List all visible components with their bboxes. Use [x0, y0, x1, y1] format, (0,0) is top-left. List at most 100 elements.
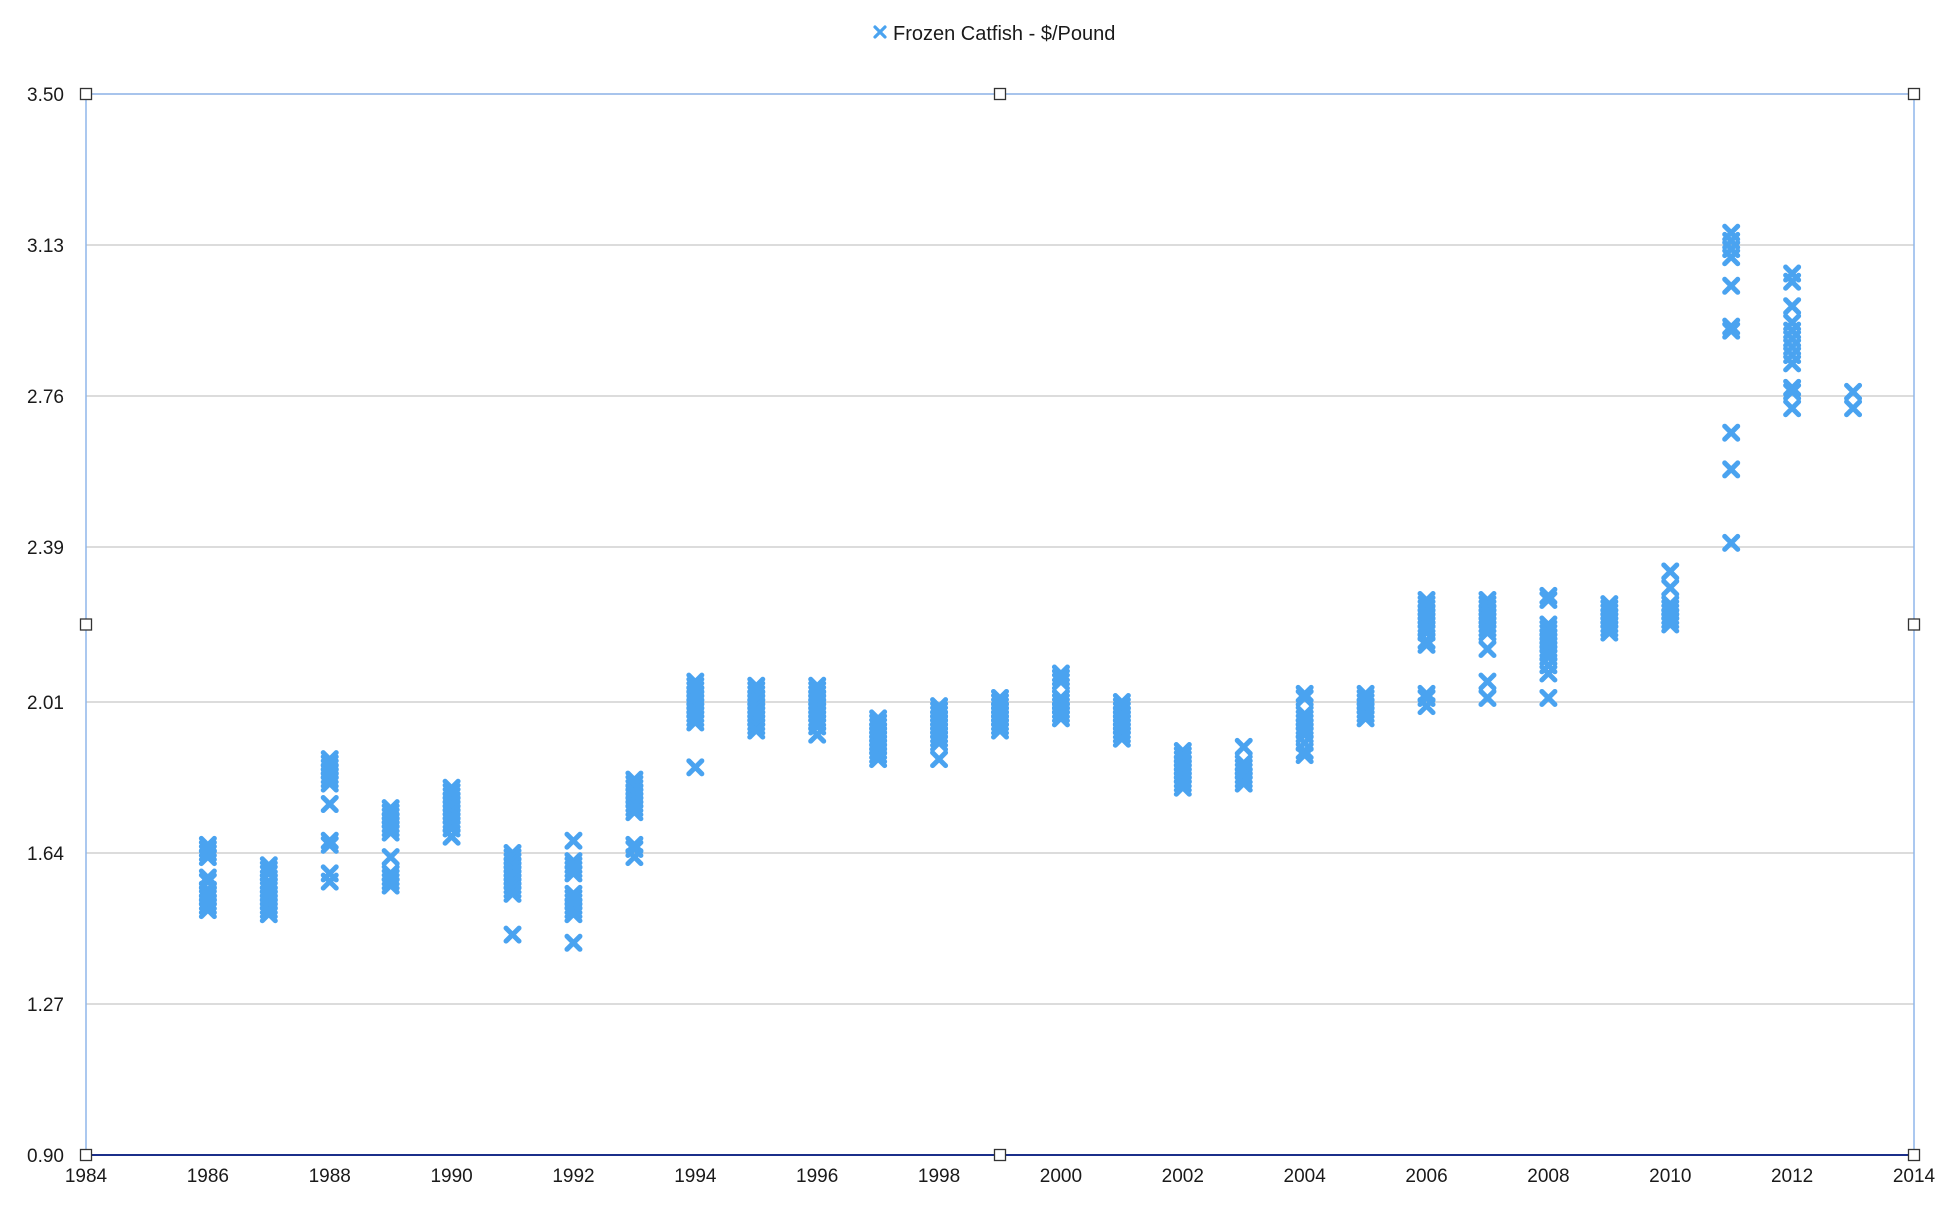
data-point: [1051, 705, 1070, 724]
data-point: [198, 844, 217, 863]
data-point: [686, 758, 705, 777]
data-point: [625, 803, 644, 822]
data-point: [1478, 672, 1497, 691]
x-tick-label: 2014: [1893, 1166, 1936, 1187]
data-point: [381, 819, 400, 838]
data-point: [1295, 684, 1314, 703]
data-point: [320, 831, 339, 850]
x-tick-label: 1996: [796, 1166, 838, 1187]
data-point: [1722, 321, 1741, 340]
resize-handle[interactable]: [79, 1148, 93, 1162]
data-point: [869, 750, 888, 769]
data-point: [1295, 742, 1314, 761]
data-point: [198, 897, 217, 916]
data-point: [564, 905, 583, 924]
data-point: [1417, 619, 1436, 638]
data-point: [1356, 705, 1375, 724]
data-point: [747, 717, 766, 736]
data-point: [1234, 737, 1253, 756]
x-tick-label: 1992: [552, 1166, 594, 1187]
data-point: [320, 835, 339, 854]
resize-handle[interactable]: [1907, 1148, 1921, 1162]
data-point: [1478, 688, 1497, 707]
data-point: [747, 721, 766, 740]
data-point: [808, 725, 827, 744]
resize-handle[interactable]: [1907, 618, 1921, 631]
data-point: [1722, 423, 1741, 442]
data-point: [1112, 725, 1131, 744]
resize-handle[interactable]: [79, 87, 93, 101]
legend-marker-icon: [873, 25, 887, 39]
data-point: [198, 848, 217, 867]
data-point: [564, 831, 583, 850]
data-point: [1417, 635, 1436, 654]
data-point: [808, 713, 827, 732]
data-point: [381, 872, 400, 891]
y-tick-label: 3.13: [27, 236, 64, 257]
data-point: [259, 901, 278, 920]
data-point: [1661, 615, 1680, 634]
data-point: [320, 872, 339, 891]
legend-x-marker: [873, 25, 887, 39]
y-tick-label: 3.50: [27, 85, 64, 106]
data-point: [1051, 668, 1070, 687]
data-point: [991, 717, 1009, 736]
data-point: [1417, 697, 1436, 716]
chart-selection-frame[interactable]: [85, 93, 1915, 1156]
data-point: [1783, 378, 1802, 397]
data-point: [1539, 586, 1558, 605]
data-point: [1783, 297, 1802, 316]
resize-handle[interactable]: [993, 1148, 1007, 1162]
data-point: [1539, 591, 1558, 610]
data-point: [381, 876, 400, 895]
data-point: [1783, 382, 1802, 401]
x-tick-label: 2000: [1040, 1166, 1082, 1187]
data-point: [1356, 709, 1375, 728]
data-point: [564, 901, 583, 920]
data-point: [1478, 619, 1497, 638]
data-point: [1295, 688, 1314, 707]
x-tick-label: 2002: [1162, 1166, 1204, 1187]
x-tick-label: 1990: [430, 1166, 472, 1187]
data-point: [564, 860, 583, 879]
y-axis-ticks: 3.50 3.13 2.76 2.39 2.01 1.64 1.27 0.90: [27, 85, 64, 1167]
data-point: [1783, 354, 1802, 373]
data-point: [564, 864, 583, 883]
data-point: [1844, 382, 1863, 401]
y-tick-label: 2.76: [27, 387, 64, 408]
resize-handle[interactable]: [993, 87, 1007, 101]
data-point: [564, 933, 583, 952]
data-points: [198, 223, 1863, 952]
data-point: [1173, 774, 1192, 793]
data-point: [1295, 746, 1314, 765]
data-point: [503, 925, 522, 944]
x-tick-label: 1994: [674, 1166, 717, 1187]
selection-handles[interactable]: [79, 87, 1921, 1162]
y-tick-label: 2.39: [27, 538, 64, 559]
legend-label: Frozen Catfish - $/Pound: [893, 23, 1115, 45]
data-point: [259, 860, 278, 879]
data-point: [1478, 623, 1497, 642]
data-point: [1417, 631, 1436, 650]
data-point: [686, 713, 705, 732]
data-point: [1661, 578, 1680, 597]
data-point: [381, 848, 400, 867]
data-point: [1783, 399, 1802, 418]
data-point: [1722, 460, 1741, 479]
resize-handle[interactable]: [79, 618, 93, 631]
data-point: [1661, 562, 1680, 581]
data-point: [1722, 248, 1741, 267]
data-point: [198, 901, 217, 920]
data-point: [320, 774, 339, 793]
data-point: [1173, 778, 1192, 797]
legend: Frozen Catfish - $/Pound: [873, 23, 1115, 45]
data-point: [625, 799, 644, 818]
data-point: [442, 815, 461, 834]
data-point: [320, 795, 339, 814]
data-point: [442, 827, 461, 846]
data-point: [1051, 672, 1070, 691]
resize-handle[interactable]: [1907, 87, 1921, 101]
data-point: [1417, 684, 1436, 703]
x-tick-label: 1988: [309, 1166, 351, 1187]
data-point: [1051, 709, 1070, 728]
